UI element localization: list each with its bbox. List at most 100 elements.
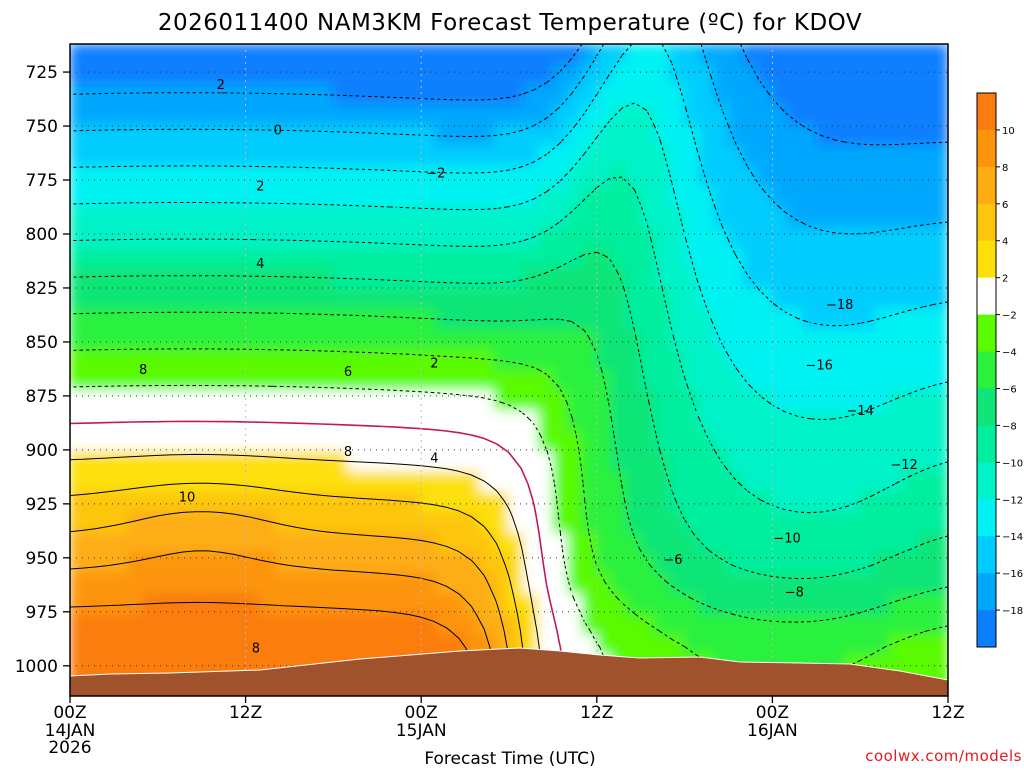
isotherm-2 bbox=[70, 453, 541, 696]
contour-label: −12 bbox=[890, 458, 917, 473]
field-cell bbox=[903, 226, 920, 249]
contour-label: 4 bbox=[430, 452, 438, 467]
field-cell bbox=[728, 369, 744, 391]
field-cell bbox=[435, 63, 451, 86]
field-cell bbox=[245, 145, 261, 167]
field-cell bbox=[479, 532, 495, 554]
field-cell bbox=[157, 552, 173, 575]
field-cell bbox=[698, 532, 715, 554]
field-cell bbox=[786, 186, 803, 208]
field-cell bbox=[567, 512, 583, 534]
field-cell bbox=[157, 349, 173, 371]
field-cell bbox=[406, 614, 422, 636]
field-cell bbox=[669, 165, 686, 188]
field-cell bbox=[932, 532, 948, 554]
field-cell bbox=[274, 614, 290, 636]
field-cell bbox=[376, 532, 393, 554]
field-cell bbox=[98, 369, 115, 391]
colorbar-swatch bbox=[977, 462, 996, 500]
field-cell bbox=[786, 267, 803, 289]
field-cell bbox=[84, 614, 100, 636]
colorbar-tick-label: −8 bbox=[1002, 421, 1017, 432]
field-cell bbox=[610, 349, 627, 371]
field-cell bbox=[567, 430, 583, 452]
field-cell bbox=[918, 308, 934, 330]
field-cell bbox=[215, 84, 232, 106]
field-cell bbox=[98, 63, 115, 86]
field-cell bbox=[625, 125, 642, 147]
field-cell bbox=[420, 84, 437, 106]
field-cell bbox=[815, 63, 832, 86]
field-cell bbox=[171, 44, 188, 65]
field-cell bbox=[391, 451, 408, 473]
field-cell bbox=[464, 145, 481, 167]
field-cell bbox=[318, 226, 334, 249]
field-cell bbox=[830, 308, 847, 330]
field-cell bbox=[625, 512, 642, 534]
field-cell bbox=[289, 573, 305, 595]
field-cell bbox=[435, 593, 451, 615]
field-cell bbox=[932, 165, 948, 188]
field-cell bbox=[245, 491, 261, 514]
field-cell bbox=[318, 125, 334, 147]
field-cell bbox=[303, 206, 320, 228]
field-cell bbox=[654, 328, 671, 351]
field-cell bbox=[552, 84, 569, 106]
field-cell bbox=[757, 573, 773, 595]
field-cell bbox=[84, 84, 100, 106]
field-cell bbox=[186, 145, 203, 167]
field-cell bbox=[815, 552, 832, 575]
field-cell bbox=[215, 532, 232, 554]
field-cell bbox=[932, 451, 948, 473]
field-cell bbox=[801, 369, 817, 391]
field-cell bbox=[289, 288, 305, 310]
field-cell bbox=[201, 451, 217, 473]
field-cell bbox=[523, 247, 539, 269]
field-cell bbox=[493, 44, 510, 65]
field-cell bbox=[201, 288, 217, 310]
field-cell bbox=[128, 430, 144, 452]
field-cell bbox=[742, 349, 759, 371]
field-cell bbox=[435, 573, 451, 595]
field-cell bbox=[508, 512, 525, 534]
field-cell bbox=[669, 410, 686, 432]
field-cell bbox=[859, 512, 876, 534]
field-cell bbox=[508, 369, 525, 391]
field-cell bbox=[640, 349, 656, 371]
field-cell bbox=[362, 63, 378, 86]
field-cell bbox=[508, 63, 525, 86]
field-cell bbox=[757, 186, 773, 208]
field-cell bbox=[347, 44, 364, 65]
field-cell bbox=[728, 206, 744, 228]
field-cell bbox=[318, 288, 334, 310]
field-cell bbox=[903, 410, 920, 432]
field-cell bbox=[830, 125, 847, 147]
field-cell bbox=[157, 328, 173, 351]
field-cell bbox=[888, 614, 905, 636]
field-cell bbox=[742, 186, 759, 208]
field-cell bbox=[757, 512, 773, 534]
field-cell bbox=[98, 84, 115, 106]
field-cell bbox=[347, 634, 364, 656]
field-cell bbox=[376, 451, 393, 473]
field-cell bbox=[830, 328, 847, 351]
field-cell bbox=[859, 125, 876, 147]
field-cell bbox=[464, 226, 481, 249]
field-cell bbox=[171, 63, 188, 86]
field-cell bbox=[859, 104, 876, 126]
field-cell bbox=[801, 634, 817, 656]
field-cell bbox=[406, 84, 422, 106]
field-cell bbox=[669, 125, 686, 147]
colorbar-tick-label: 6 bbox=[1002, 200, 1008, 211]
field-cell bbox=[376, 552, 393, 575]
field-cell bbox=[596, 512, 612, 534]
field-cell bbox=[567, 634, 583, 656]
field-cell bbox=[523, 186, 539, 208]
field-cell bbox=[332, 389, 349, 412]
field-cell bbox=[435, 634, 451, 656]
field-cell bbox=[215, 308, 232, 330]
field-cell bbox=[523, 308, 539, 330]
field-cell bbox=[669, 369, 686, 391]
field-cell bbox=[567, 206, 583, 228]
field-cell bbox=[669, 451, 686, 473]
